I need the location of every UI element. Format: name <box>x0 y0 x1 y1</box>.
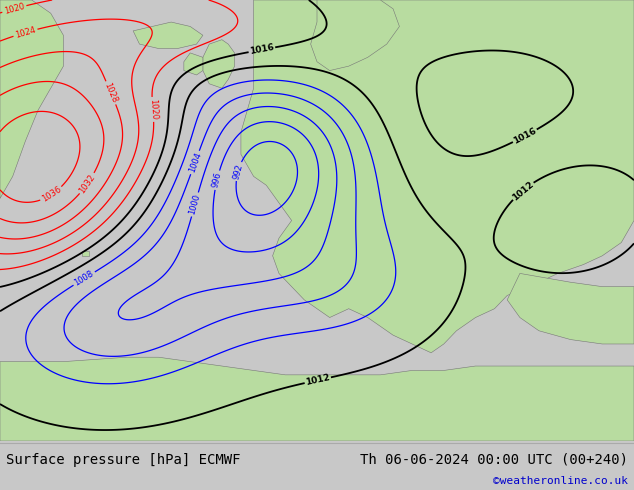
Text: 1028: 1028 <box>103 81 119 104</box>
Text: 1020: 1020 <box>3 1 25 16</box>
Text: 1012: 1012 <box>305 373 331 387</box>
Text: Surface pressure [hPa] ECMWF: Surface pressure [hPa] ECMWF <box>6 453 241 466</box>
Text: 1004: 1004 <box>187 151 203 174</box>
Text: 1000: 1000 <box>188 193 202 216</box>
Text: 1024: 1024 <box>14 25 37 40</box>
Text: 1016: 1016 <box>249 43 275 56</box>
Text: Th 06-06-2024 00:00 UTC (00+240): Th 06-06-2024 00:00 UTC (00+240) <box>359 453 628 466</box>
Text: 1020: 1020 <box>148 98 158 120</box>
Text: 1036: 1036 <box>40 185 63 204</box>
Text: 1016: 1016 <box>512 126 538 146</box>
Text: 1012: 1012 <box>510 179 535 202</box>
Text: ©weatheronline.co.uk: ©weatheronline.co.uk <box>493 476 628 486</box>
Text: 1032: 1032 <box>77 172 97 195</box>
Text: 996: 996 <box>211 172 223 189</box>
Text: 992: 992 <box>231 163 245 180</box>
Text: 1008: 1008 <box>73 269 96 288</box>
